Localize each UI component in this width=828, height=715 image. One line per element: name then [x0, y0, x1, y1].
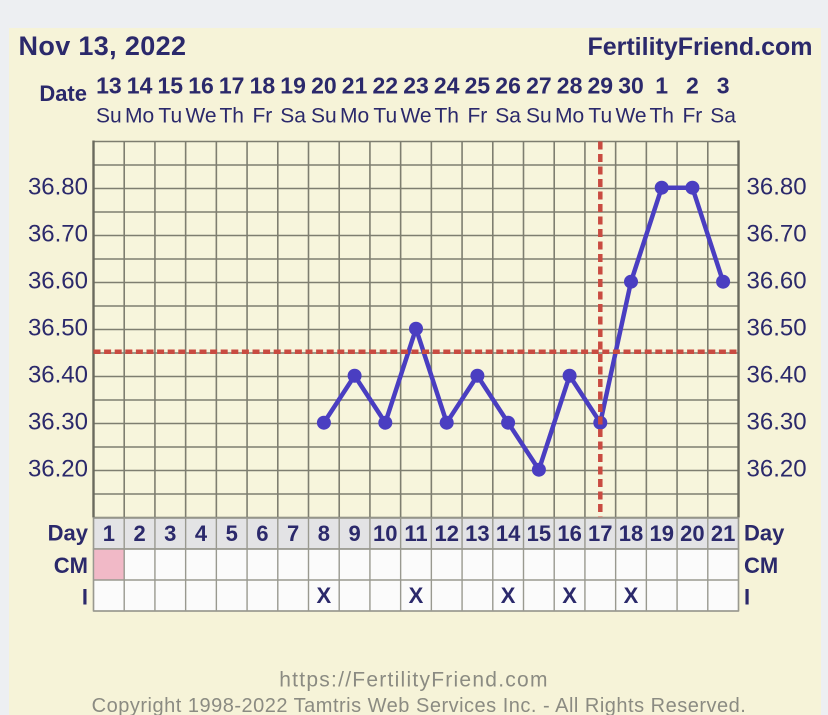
- svg-text:6: 6: [256, 521, 268, 546]
- svg-text:I: I: [82, 585, 88, 610]
- svg-text:Th: Th: [219, 105, 244, 128]
- svg-text:36.30: 36.30: [747, 409, 807, 436]
- svg-text:19: 19: [280, 73, 306, 99]
- svg-text:14: 14: [496, 521, 521, 546]
- svg-text:36.70: 36.70: [28, 221, 88, 248]
- svg-text:36.40: 36.40: [28, 362, 88, 389]
- svg-text:Fr: Fr: [252, 105, 272, 128]
- svg-text:We: We: [615, 105, 646, 128]
- svg-text:Day: Day: [48, 521, 89, 546]
- svg-text:X: X: [317, 583, 332, 608]
- svg-text:X: X: [624, 583, 639, 608]
- svg-text:X: X: [562, 583, 577, 608]
- svg-text:27: 27: [526, 73, 552, 99]
- svg-text:https://FertilityFriend.com: https://FertilityFriend.com: [279, 669, 548, 692]
- svg-text:14: 14: [127, 73, 153, 99]
- svg-text:36.80: 36.80: [28, 174, 88, 201]
- svg-text:36.20: 36.20: [747, 456, 807, 483]
- svg-text:9: 9: [348, 521, 360, 546]
- svg-text:16: 16: [188, 73, 214, 99]
- svg-text:2: 2: [133, 521, 145, 546]
- svg-text:7: 7: [287, 521, 299, 546]
- svg-text:Date: Date: [39, 81, 87, 106]
- svg-text:1: 1: [655, 73, 668, 99]
- svg-text:21: 21: [711, 521, 735, 546]
- svg-text:29: 29: [588, 73, 614, 99]
- svg-text:18: 18: [619, 521, 643, 546]
- svg-text:Mo: Mo: [340, 105, 369, 128]
- svg-text:Mo: Mo: [125, 105, 154, 128]
- svg-text:Day: Day: [744, 521, 785, 546]
- svg-text:30: 30: [618, 73, 644, 99]
- svg-text:28: 28: [557, 73, 583, 99]
- svg-text:13: 13: [465, 521, 489, 546]
- svg-text:I: I: [744, 585, 750, 610]
- svg-text:CM: CM: [744, 553, 778, 578]
- svg-text:Su: Su: [96, 105, 122, 128]
- svg-text:36.80: 36.80: [747, 174, 807, 201]
- svg-text:36.60: 36.60: [747, 268, 807, 295]
- svg-text:22: 22: [373, 73, 399, 99]
- svg-text:We: We: [185, 105, 216, 128]
- svg-text:17: 17: [219, 73, 245, 99]
- svg-text:20: 20: [311, 73, 337, 99]
- svg-text:X: X: [501, 583, 516, 608]
- svg-text:23: 23: [403, 73, 429, 99]
- svg-text:2: 2: [686, 73, 699, 99]
- svg-text:CM: CM: [54, 553, 88, 578]
- svg-text:Su: Su: [526, 105, 552, 128]
- svg-text:Th: Th: [649, 105, 674, 128]
- svg-text:Tu: Tu: [588, 105, 612, 128]
- svg-text:13: 13: [96, 73, 122, 99]
- svg-text:10: 10: [373, 521, 397, 546]
- svg-text:Copyright 1998-2022 Tamtris We: Copyright 1998-2022 Tamtris Web Services…: [92, 695, 747, 715]
- svg-text:36.50: 36.50: [747, 315, 807, 342]
- svg-text:FertilityFriend.com: FertilityFriend.com: [587, 33, 812, 61]
- svg-text:36.30: 36.30: [28, 409, 88, 436]
- svg-text:3: 3: [717, 73, 730, 99]
- svg-text:Fr: Fr: [467, 105, 487, 128]
- svg-text:We: We: [400, 105, 431, 128]
- svg-text:12: 12: [434, 521, 458, 546]
- svg-text:Nov 13, 2022: Nov 13, 2022: [19, 31, 187, 61]
- svg-text:Sa: Sa: [495, 105, 521, 128]
- svg-text:18: 18: [250, 73, 276, 99]
- svg-text:5: 5: [226, 521, 238, 546]
- svg-text:36.20: 36.20: [28, 456, 88, 483]
- svg-text:15: 15: [158, 73, 184, 99]
- svg-text:36.40: 36.40: [747, 362, 807, 389]
- svg-text:Sa: Sa: [710, 105, 736, 128]
- svg-text:25: 25: [465, 73, 491, 99]
- svg-text:11: 11: [404, 521, 427, 546]
- svg-text:Fr: Fr: [682, 105, 702, 128]
- svg-text:15: 15: [527, 521, 551, 546]
- svg-text:Mo: Mo: [555, 105, 584, 128]
- svg-text:36.70: 36.70: [747, 221, 807, 248]
- svg-text:20: 20: [680, 521, 704, 546]
- svg-text:36.60: 36.60: [28, 268, 88, 295]
- svg-text:Su: Su: [311, 105, 337, 128]
- svg-text:21: 21: [342, 73, 368, 99]
- svg-text:X: X: [409, 583, 424, 608]
- svg-text:36.50: 36.50: [28, 315, 88, 342]
- svg-text:1: 1: [103, 521, 115, 546]
- svg-text:16: 16: [557, 521, 581, 546]
- svg-text:4: 4: [195, 521, 208, 546]
- svg-text:19: 19: [649, 521, 673, 546]
- svg-text:8: 8: [318, 521, 330, 546]
- svg-text:Th: Th: [434, 105, 459, 128]
- svg-text:Tu: Tu: [373, 105, 397, 128]
- svg-text:Tu: Tu: [158, 105, 182, 128]
- svg-text:17: 17: [588, 521, 612, 546]
- svg-text:26: 26: [495, 73, 521, 99]
- svg-text:24: 24: [434, 73, 460, 99]
- svg-text:Sa: Sa: [280, 105, 306, 128]
- svg-text:3: 3: [164, 521, 176, 546]
